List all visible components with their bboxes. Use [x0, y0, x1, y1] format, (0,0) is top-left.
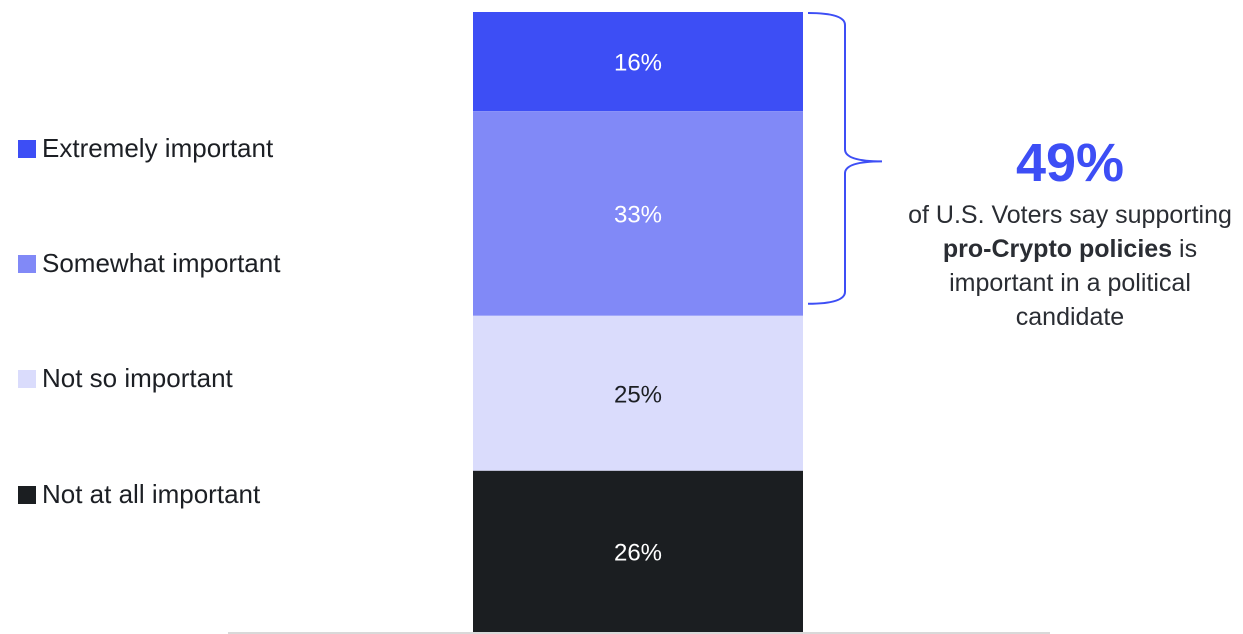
callout-value: 49%: [1015, 133, 1125, 193]
data-label-2: 33%: [614, 202, 662, 229]
legend-swatch: [18, 485, 36, 504]
data-label-3: 25%: [614, 381, 662, 408]
legend-item-3: Not so important: [18, 363, 233, 394]
callout-text-bold: pro-Crypto policies: [942, 235, 1173, 263]
legend-swatch: [18, 254, 36, 273]
legend-label: Somewhat important: [42, 248, 281, 278]
callout-text-after: is important in a political candidate: [949, 235, 1198, 331]
data-label-1: 16%: [614, 50, 662, 77]
legend-label: Not so important: [42, 363, 233, 393]
callout-text: of U.S. Voters say supporting pro-Crypto…: [900, 198, 1240, 334]
legend-label: Extremely important: [42, 133, 274, 163]
bar-segment-4: [473, 470, 803, 632]
legend-item-1: Extremely important: [18, 133, 273, 164]
legend-item-4: Not at all important: [18, 479, 260, 510]
bar-segment-2: [473, 111, 803, 316]
legend-item-2: Somewhat important: [18, 248, 280, 279]
data-label-4: 26%: [614, 539, 662, 566]
chart-legend: Extremely important Somewhat important Not…: [18, 0, 418, 634]
callout: 49% of U.S. Voters say supporting pro-Cr…: [900, 132, 1240, 334]
legend-swatch: [18, 369, 36, 388]
legend-label: Not at all important: [42, 479, 261, 509]
bar-segment-3: [473, 315, 803, 471]
legend-swatch: [18, 139, 36, 158]
bar-segment-1: [473, 12, 803, 112]
callout-bracket: [807, 12, 883, 305]
callout-text-before: of U.S. Voters say supporting: [908, 201, 1232, 229]
